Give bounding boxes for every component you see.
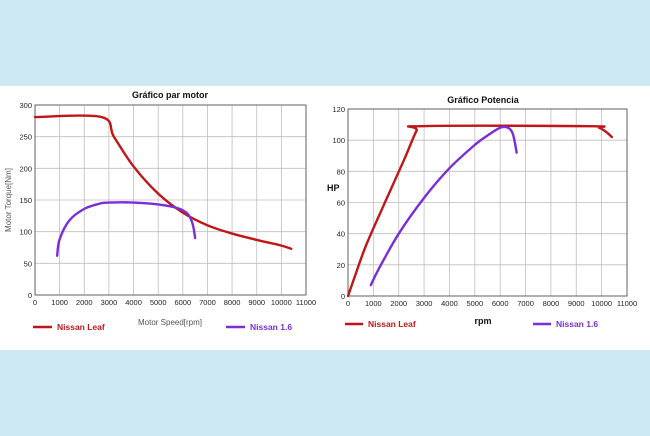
legend-label: Nissan Leaf xyxy=(57,322,105,332)
y-tick-label: 20 xyxy=(337,261,345,270)
x-axis-label: rpm xyxy=(474,316,491,326)
legend-label: Nissan 1.6 xyxy=(556,319,598,329)
legend-label: Nissan 1.6 xyxy=(250,322,292,332)
x-tick-label: 11000 xyxy=(296,298,316,307)
x-tick-label: 9000 xyxy=(568,299,585,308)
y-tick-label: 50 xyxy=(24,259,32,268)
x-tick-label: 10000 xyxy=(591,299,612,308)
x-tick-label: 3000 xyxy=(101,298,118,307)
x-tick-label: 5000 xyxy=(466,299,483,308)
x-tick-label: 7000 xyxy=(517,299,534,308)
chart-title: Gráfico par motor xyxy=(132,90,209,100)
y-axis-label: Motor Torque[Nm] xyxy=(4,168,13,232)
x-tick-label: 5000 xyxy=(150,298,167,307)
y-tick-label: 80 xyxy=(337,167,345,176)
x-tick-label: 10000 xyxy=(271,298,292,307)
x-tick-label: 4000 xyxy=(125,298,142,307)
chart-title: Gráfico Potencia xyxy=(447,95,520,105)
y-tick-label: 250 xyxy=(19,133,32,142)
x-tick-label: 2000 xyxy=(76,298,93,307)
x-tick-label: 4000 xyxy=(441,299,458,308)
power-chart: 0 1000 2000 3000 4000 5000 6000 7000 8000 9000 100… xyxy=(327,95,637,329)
x-tick-label: 8000 xyxy=(224,298,241,307)
y-tick-label: 200 xyxy=(19,164,32,173)
chart-panel xyxy=(0,86,650,350)
gridlines xyxy=(347,108,628,297)
y-tick-label: 120 xyxy=(332,105,345,114)
y-tick-label: 100 xyxy=(19,228,32,237)
legend-label: Nissan Leaf xyxy=(368,319,416,329)
y-axis-label: HP xyxy=(327,183,340,193)
x-tick-label: 11000 xyxy=(617,299,637,308)
x-tick-label: 8000 xyxy=(543,299,560,308)
x-tick-label: 0 xyxy=(346,299,350,308)
series-line-nissan-1-6 xyxy=(369,125,518,287)
x-tick-label: 1000 xyxy=(365,299,382,308)
plot-frame xyxy=(34,104,307,296)
y-tick-label: 100 xyxy=(332,136,345,145)
series-line-nissan-leaf xyxy=(33,114,293,250)
x-tick-label: 3000 xyxy=(416,299,433,308)
gridlines xyxy=(34,104,307,296)
x-tick-label: 6000 xyxy=(492,299,509,308)
x-tick-label: 9000 xyxy=(248,298,265,307)
y-tick-label: 150 xyxy=(19,196,32,205)
y-tick-label: 0 xyxy=(341,292,345,301)
series-line-nissan-1-6 xyxy=(55,201,197,257)
series-line-nissan-leaf xyxy=(346,124,613,298)
y-tick-label: 0 xyxy=(28,291,32,300)
x-tick-label: 0 xyxy=(33,298,37,307)
x-tick-label: 2000 xyxy=(390,299,407,308)
y-tick-label: 60 xyxy=(337,199,345,208)
x-tick-label: 1000 xyxy=(51,298,68,307)
y-tick-label: 300 xyxy=(19,101,32,110)
y-tick-label: 40 xyxy=(337,230,345,239)
x-tick-label: 7000 xyxy=(199,298,216,307)
torque-chart: 0 1000 2000 3000 4000 5000 6000 7000 8000 9000 100… xyxy=(4,90,316,332)
plot-frame xyxy=(347,108,628,297)
x-axis-label: Motor Speed[rpm] xyxy=(138,318,202,327)
x-tick-label: 6000 xyxy=(174,298,191,307)
